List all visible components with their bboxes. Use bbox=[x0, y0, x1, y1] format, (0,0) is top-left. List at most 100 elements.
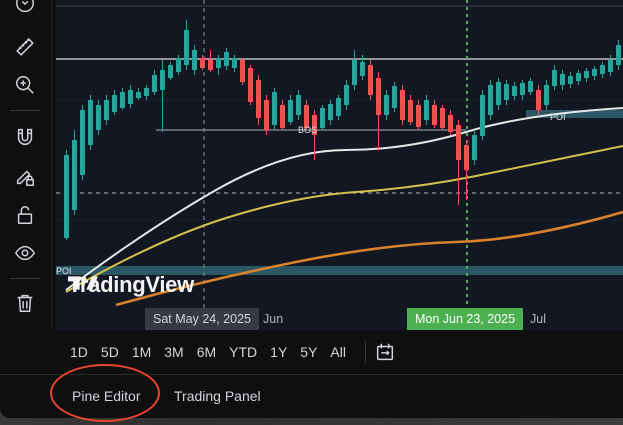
range-button-6m[interactable]: 6M bbox=[196, 344, 217, 360]
candle bbox=[312, 115, 317, 135]
candle bbox=[72, 140, 77, 210]
candle bbox=[408, 100, 413, 122]
candle bbox=[488, 85, 493, 115]
date-range-bar: 1D 5D 1M 3M 6M YTD 1Y 5Y All bbox=[56, 330, 623, 374]
candle bbox=[144, 88, 149, 96]
trash-icon[interactable] bbox=[12, 290, 38, 316]
orange-moving-average bbox=[115, 210, 623, 307]
price-chart[interactable]: BOS POI POI TradingView Sat May 24, 2025… bbox=[56, 0, 623, 330]
candle bbox=[104, 100, 109, 120]
candle bbox=[512, 86, 517, 96]
candle bbox=[416, 105, 421, 127]
candle bbox=[544, 85, 549, 105]
candle bbox=[480, 95, 485, 136]
candle bbox=[440, 108, 445, 128]
range-divider bbox=[364, 341, 366, 363]
candle bbox=[248, 68, 253, 102]
candle bbox=[456, 125, 461, 160]
candle bbox=[264, 100, 269, 130]
yellow-moving-average bbox=[65, 145, 623, 293]
candle bbox=[592, 69, 597, 76]
candle bbox=[496, 82, 501, 105]
ruler-icon[interactable] bbox=[12, 34, 38, 60]
candle bbox=[392, 86, 397, 108]
range-button-3m[interactable]: 3M bbox=[164, 344, 184, 360]
candle bbox=[576, 73, 581, 81]
candle bbox=[64, 155, 69, 238]
candle bbox=[96, 105, 101, 130]
candle bbox=[184, 30, 189, 65]
partial-circle-icon[interactable] bbox=[12, 0, 38, 18]
candle bbox=[584, 71, 589, 78]
candle bbox=[240, 60, 245, 82]
candle bbox=[208, 60, 213, 70]
candle bbox=[472, 135, 477, 160]
candle bbox=[320, 108, 325, 128]
drawing-toolbar bbox=[0, 0, 52, 330]
range-button-1d[interactable]: 1D bbox=[70, 344, 88, 360]
tab-trading-panel[interactable]: Trading Panel bbox=[174, 388, 261, 404]
tradingview-watermark: TradingView bbox=[68, 272, 194, 298]
range-button-5y[interactable]: 5Y bbox=[300, 344, 318, 360]
candle bbox=[400, 90, 405, 120]
candle bbox=[224, 52, 229, 66]
chart-canvas[interactable] bbox=[56, 0, 623, 330]
candle bbox=[296, 95, 301, 115]
range-button-all[interactable]: All bbox=[330, 344, 346, 360]
tradingview-logo-icon bbox=[68, 276, 98, 290]
candle bbox=[160, 70, 165, 90]
candle bbox=[376, 78, 381, 115]
toolbar-divider bbox=[10, 110, 40, 111]
candle bbox=[608, 60, 613, 72]
magnet-icon[interactable] bbox=[12, 124, 38, 150]
candle bbox=[176, 58, 181, 72]
range-button-1m[interactable]: 1M bbox=[131, 344, 152, 360]
candle bbox=[168, 65, 173, 78]
candle bbox=[112, 95, 117, 112]
candle bbox=[504, 84, 509, 100]
candle bbox=[560, 74, 565, 85]
crosshair-date-label: Sat May 24, 2025 bbox=[145, 308, 259, 330]
candle bbox=[448, 115, 453, 132]
candle bbox=[552, 70, 557, 86]
candle bbox=[568, 76, 573, 84]
candle bbox=[88, 100, 93, 145]
bos-marker: BOS bbox=[298, 125, 318, 135]
candle bbox=[304, 105, 309, 128]
candle bbox=[128, 90, 133, 104]
lock-icon[interactable] bbox=[12, 202, 38, 228]
candle bbox=[152, 75, 157, 92]
candle bbox=[272, 92, 277, 125]
eye-icon[interactable] bbox=[12, 240, 38, 266]
active-date-label: Mon Jun 23, 2025 bbox=[407, 308, 524, 330]
candle bbox=[120, 92, 125, 108]
candle bbox=[352, 60, 357, 85]
toolbar-divider bbox=[10, 278, 40, 279]
candle bbox=[80, 110, 85, 175]
candle bbox=[520, 83, 525, 95]
candle bbox=[200, 58, 205, 68]
compare-icon[interactable] bbox=[374, 341, 396, 363]
axis-month-label: Jun bbox=[263, 312, 284, 326]
lock-pencil-icon[interactable] bbox=[12, 164, 38, 190]
candle bbox=[368, 65, 373, 95]
poi-marker: POI bbox=[550, 112, 566, 122]
candle bbox=[528, 81, 533, 92]
zoom-in-icon[interactable] bbox=[12, 72, 38, 98]
candle bbox=[536, 90, 541, 110]
candle bbox=[136, 92, 141, 98]
candle bbox=[616, 45, 621, 65]
candle bbox=[600, 65, 605, 74]
candle bbox=[336, 98, 341, 116]
poi-zone bbox=[56, 266, 623, 275]
tab-pine-editor[interactable]: Pine Editor bbox=[72, 388, 141, 404]
candle bbox=[256, 80, 261, 118]
candle bbox=[432, 105, 437, 125]
candle bbox=[344, 85, 349, 105]
range-button-ytd[interactable]: YTD bbox=[229, 344, 258, 360]
candle bbox=[424, 100, 429, 120]
range-button-1y[interactable]: 1Y bbox=[270, 344, 288, 360]
range-button-5d[interactable]: 5D bbox=[100, 344, 119, 360]
poi-marker: POI bbox=[56, 266, 72, 276]
